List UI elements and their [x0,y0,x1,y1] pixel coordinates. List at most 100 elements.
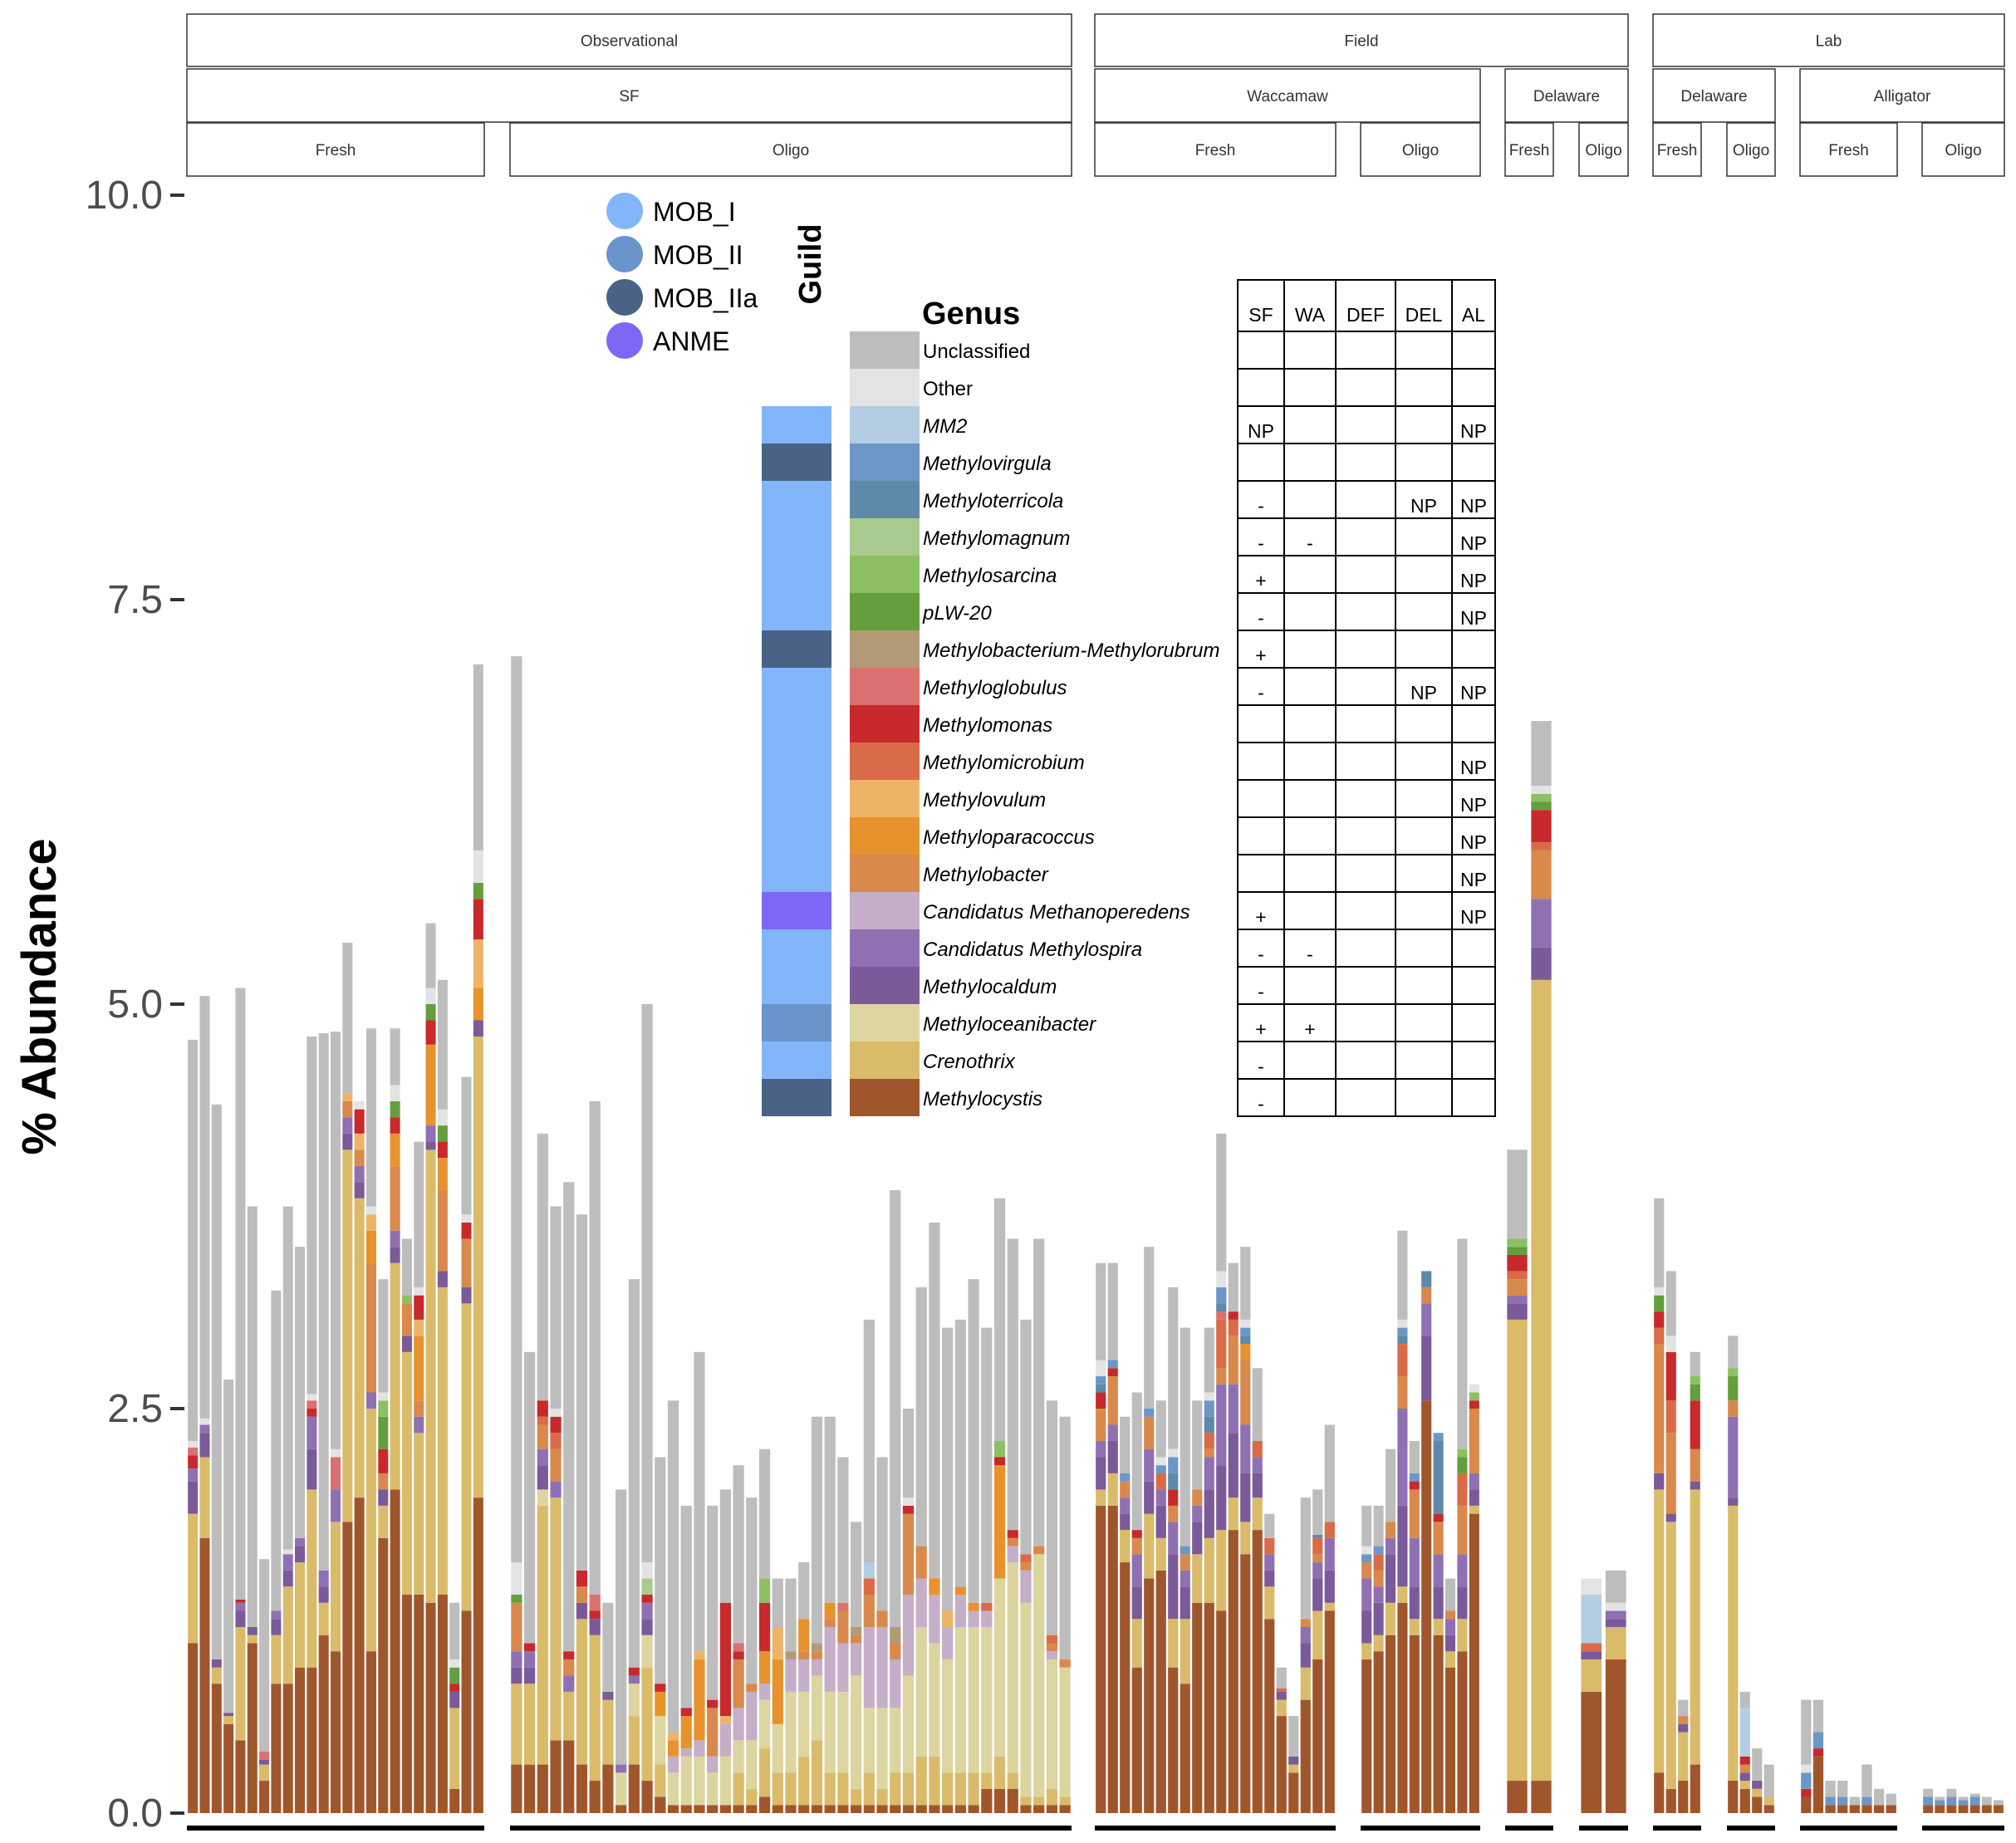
bar-segment-candidatus-methylospira [1107,1424,1118,1441]
bar-segment-methylocystis [1861,1805,1872,1813]
bar-segment-crenothrix [1752,1788,1763,1797]
bar-segment-candidatus-methanoperedens [968,1610,979,1627]
bar-segment-methylovirgula [1096,1376,1106,1385]
bar-segment-candidatus-methanoperedens [902,1595,915,1676]
bar-segment-methylocystis [1605,1659,1626,1813]
bar-segment-methylomonas [628,1667,640,1676]
bar-segment-crenothrix [1131,1619,1142,1668]
bar-segment-unclassified [1276,1667,1287,1689]
bar-segment-methylobacter [511,1602,522,1652]
bar-segment-methylomonas [758,1602,771,1652]
bar-segment-methylovirgula [1397,1327,1408,1336]
bar-segment-methylomonas [354,1109,365,1134]
salinity-strip-fresh-label: Fresh [316,142,356,159]
table-cell: + [1255,1018,1266,1040]
bar-segment-methylobacter [563,1659,575,1676]
bar-segment-crenothrix [1457,1619,1468,1652]
bar-segment-methylocystis [390,1489,400,1813]
bar-segment-other [1168,1448,1179,1458]
bar-segment-methylobacter [851,1635,862,1644]
bar-segment-unclassified [890,1190,901,1627]
bar-segment-methylocystis [563,1740,575,1813]
bar-segment-crenothrix [271,1635,282,1684]
bar-segment-methylocaldum [1752,1781,1763,1789]
bar-segment-candidatus-methylospira [1469,1473,1479,1490]
bar-segment-crenothrix [1385,1602,1396,1635]
bar-segment-methylocystis [523,1764,536,1813]
bar-segment-methylocystis [188,1643,199,1813]
genus-guild-swatch [762,481,831,518]
bar-segment-candidatus-methylospira [342,1117,353,1134]
bar-segment-methylocystis [295,1667,306,1813]
bar-segment-unclassified [628,1279,640,1668]
bar-segment-unclassified [1763,1764,1774,1797]
bar-segment-methyloceanibacter [1020,1602,1032,1797]
genus-label: Methylocaldum [923,976,1057,998]
bar-segment-methylobacter [1192,1489,1203,1506]
bar-segment-candidatus-methylospira [1397,1409,1408,1506]
genus-guild-swatch [762,668,831,705]
bar-segment-crenothrix [851,1788,862,1806]
bar-segment-candidatus-methylospira [616,1764,627,1773]
genus-label: Candidatus Methanoperedens [923,901,1190,924]
bar-segment-methylocystis [798,1805,810,1813]
bar-segment-crenothrix [1216,1530,1227,1611]
bar-segment-methylocystis [811,1805,823,1813]
bar-segment-crenothrix [1107,1473,1118,1506]
bar-segment-methylocaldum [1654,1473,1665,1490]
bar-segment-crenothrix [1409,1619,1420,1635]
bar-segment-methylocystis [1046,1805,1058,1813]
salinity-strip-fresh-label: Fresh [1657,142,1698,159]
bar-segment-unclassified [1837,1781,1848,1797]
bar-segment-methylobacter [1739,1764,1750,1773]
bar-segment-methyloglobulus [837,1602,849,1611]
bar-segment-methylovulum [667,1732,679,1741]
bar-segment-other [550,1409,562,1417]
bar-segment-methyloparacoccus [954,1586,966,1595]
genus-swatch [850,630,920,668]
bar-segment-methylocaldum [1728,1497,1739,1506]
bar-segment-crenothrix [1654,1489,1665,1773]
bar-segment-crenothrix [837,1772,849,1806]
bar-segment-crenothrix [318,1602,329,1635]
bar-segment-methylocystis [1007,1788,1018,1813]
bar-segment-methyloglobulus [733,1643,744,1652]
bar-segment-unclassified [680,1505,692,1708]
bar-segment-methyloceanibacter [824,1691,836,1773]
bar-segment-methylovirgula [1373,1546,1384,1555]
bar-segment-methylobacter [1397,1376,1408,1409]
bar-segment-unclassified [641,1004,653,1563]
bar-segment-candidatus-methylospira [1605,1610,1626,1620]
bar-segment-methylovirgula [1155,1465,1166,1473]
genus-guild-swatch [762,817,831,855]
bar-segment-methylobacterium-methylorubrum [785,1651,797,1659]
y-axis: 0.0 2.5 5.0 7.5 10.0 % Abundance [12,174,184,1836]
bar-segment-crenothrix [295,1562,306,1668]
bar-segment-methylobacter [390,1165,400,1231]
salinity-strip-fresh-box [1652,122,1702,177]
bar-segment-methylobacter [1312,1554,1323,1563]
bar-segment-candidatus-methanoperedens [824,1626,836,1692]
bar-segment-candidatus-methylospira [1192,1505,1203,1522]
bar-segment-crenothrix [1469,1505,1479,1514]
table-header: AL [1462,304,1485,326]
bar-segment-methylovirgula [1180,1546,1190,1555]
bar-segment-methylocystis [537,1764,548,1813]
bar-segment-crenothrix [1059,1796,1071,1806]
bar-segment-methylocystis [1397,1602,1408,1813]
genus-label: Other [923,378,973,400]
bar-segment-other [437,1109,448,1126]
bar-segment-methylobacter [461,1238,472,1287]
bar-segment-methylocystis [401,1595,412,1813]
bar-segment-methylocaldum [1276,1691,1287,1700]
bar-segment-methylocaldum [576,1602,588,1620]
bar-segment-methyloparacoccus [993,1465,1006,1579]
genus-swatch [850,967,920,1004]
salinity-strip-oligo-box [509,122,1072,177]
salinity-strip-fresh-box [1504,122,1554,177]
bar-segment-methylocaldum [318,1586,329,1603]
bar-segment-methylocystis [628,1764,640,1813]
bar-segment-methylocystis [449,1788,460,1813]
bar-segment-methylocystis [1923,1805,1934,1813]
bar-segment-other [414,1287,424,1296]
